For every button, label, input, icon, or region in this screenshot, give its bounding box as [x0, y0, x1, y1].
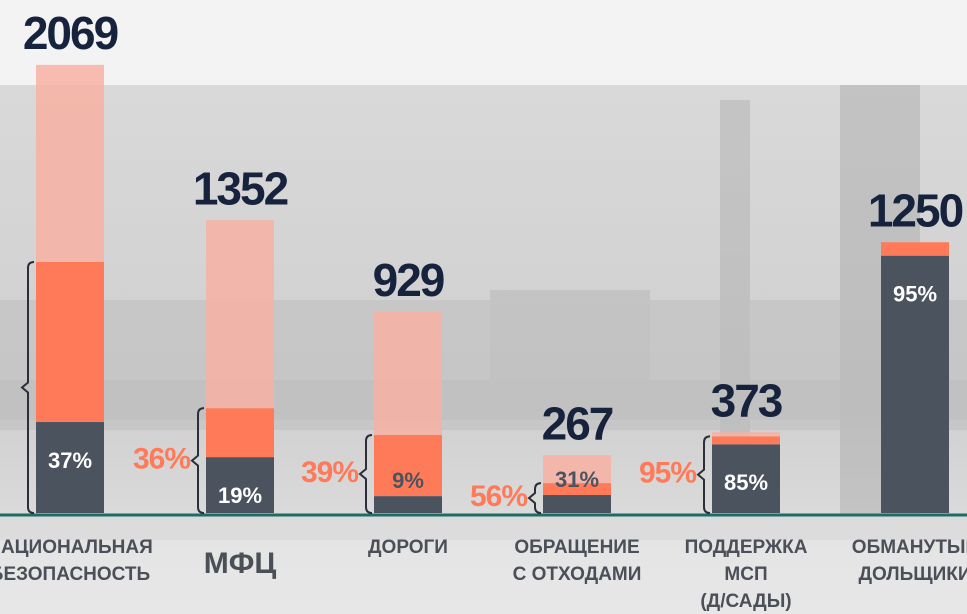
bar-segment: [206, 408, 274, 457]
side-label: 95%: [639, 457, 696, 490]
bar-segment: [206, 220, 274, 408]
category-label: МФЦ: [204, 547, 277, 580]
inner-label: 85%: [724, 470, 768, 495]
inner-label: 37%: [48, 448, 92, 473]
side-label: 56%: [470, 480, 527, 513]
inner-label: 31%: [555, 467, 599, 492]
inner-label: 9%: [392, 468, 424, 493]
page: 206937%НАЦИОНАЛЬНАЯБЕЗОПАСНОСТЬ135219%36…: [0, 0, 967, 614]
bar-segment: [374, 312, 442, 435]
bar-segment: [36, 262, 104, 422]
total-label: 1250: [868, 184, 963, 236]
total-label: 267: [542, 397, 613, 449]
total-label: 1352: [193, 162, 288, 214]
bar-segment: [712, 436, 780, 444]
bar-segment: [374, 496, 442, 513]
bar-segment: [881, 242, 949, 255]
chart: 206937%НАЦИОНАЛЬНАЯБЕЗОПАСНОСТЬ135219%36…: [0, 0, 967, 614]
bar-segment: [712, 432, 780, 436]
category-label: ДОРОГИ: [368, 537, 448, 558]
total-label: 373: [711, 374, 782, 426]
side-label: 39%: [301, 456, 358, 489]
inner-label: 19%: [218, 483, 262, 508]
bar-segment: [36, 65, 104, 262]
total-label: 2069: [23, 7, 118, 59]
side-label: 36%: [133, 443, 190, 476]
inner-label: 95%: [893, 281, 937, 306]
bar-segment: [543, 495, 611, 513]
total-label: 929: [373, 254, 444, 306]
